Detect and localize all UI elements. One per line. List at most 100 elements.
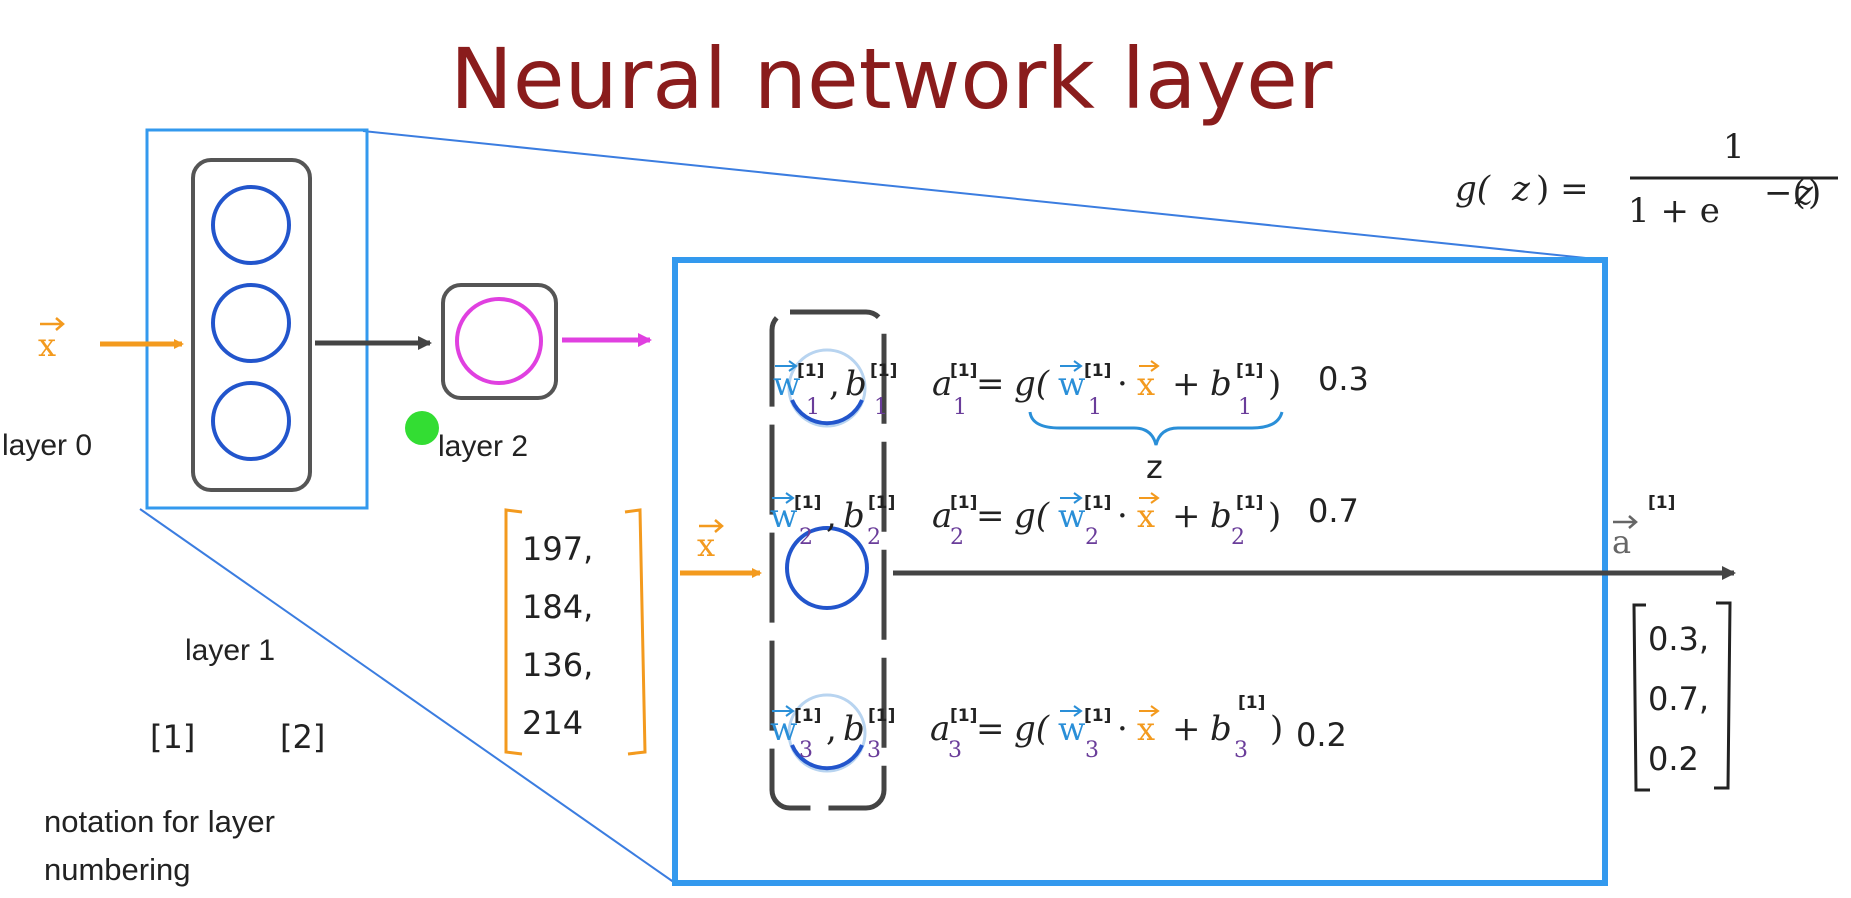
- neuron-1-b-term-subscript: 1: [1238, 395, 1252, 420]
- zoom-connector-top: [362, 130, 1606, 261]
- sigmoid-exponent-suffix: ): [1808, 173, 1821, 213]
- zoom-input-x-label: x: [697, 526, 715, 564]
- neuron-1-w-dot-vector-arrow: [1060, 360, 1083, 372]
- output-vector-right-bracket: [1714, 601, 1732, 790]
- neuron-2-w-dot-subscript: 2: [1085, 525, 1099, 550]
- neuron-1-b-superscript: [1]: [870, 361, 897, 381]
- neuron-2-a-label: a: [932, 496, 952, 536]
- zoomed-neuron-3-arc: [790, 744, 864, 771]
- cursor-dot: [405, 411, 439, 445]
- neuron-1-g-open: g(: [1014, 364, 1050, 404]
- z-brace-label: z: [1146, 448, 1163, 486]
- sigmoid-formula: g( z ) = 1 1 + e −( z ): [1455, 127, 1838, 231]
- input-vector-right-bracket: [624, 508, 647, 756]
- input-vector-value-3: 136,: [522, 646, 593, 684]
- neuron-1-w-superscript: [1]: [797, 361, 824, 381]
- output-a-superscript: [1]: [1648, 493, 1675, 513]
- input-vector: 197, 184, 136, 214: [504, 508, 647, 756]
- neuron-2-dot: ·: [1117, 496, 1128, 536]
- neuron-2-b-subscript: 2: [867, 525, 881, 550]
- neuron-2-w-superscript: [1]: [794, 493, 821, 513]
- layer2-box: [441, 283, 558, 400]
- neuron-3-output: 0.2: [1296, 716, 1347, 754]
- output-a-label: a: [1612, 523, 1631, 561]
- input-x-vector-arrow: [40, 317, 65, 331]
- output-vector-left-bracket: [1632, 603, 1650, 792]
- neuron-1-w-dot-superscript: [1]: [1084, 361, 1111, 381]
- layer1-neuron-3: [211, 381, 291, 461]
- neuron-3-a-label: a: [930, 709, 950, 749]
- notation-note-line1: notation for layer: [44, 804, 275, 839]
- neuron-3-w-dot-subscript: 3: [1085, 738, 1099, 763]
- neuron-2-a-superscript: [1]: [950, 493, 977, 513]
- layer1-neuron-1: [211, 185, 291, 265]
- zoomed-neuron-2: [785, 526, 869, 610]
- neuron-2-x: x: [1137, 497, 1155, 535]
- input-vector-value-4: 214: [522, 704, 583, 742]
- layer2-neuron: [455, 297, 543, 385]
- neuron-3-g-close: ): [1270, 709, 1283, 749]
- neuron-3-plus: +: [1172, 709, 1201, 749]
- output-vector-value-3: 0.2: [1648, 740, 1699, 778]
- zoomed-neuron-1-arc: [790, 399, 864, 426]
- layer1-neuron-2: [211, 283, 291, 363]
- neuron-3-x: x: [1137, 710, 1155, 748]
- neuron-3-b-label: b: [843, 709, 865, 749]
- neuron-3-b-subscript: 3: [867, 738, 881, 763]
- neuron-2-w-dot: w: [1058, 497, 1085, 535]
- neuron-3-equals: =: [976, 709, 1005, 749]
- neuron-2-equals: =: [976, 496, 1005, 536]
- sigmoid-lhs: g(: [1455, 169, 1491, 209]
- neuron-2-g-open: g(: [1014, 496, 1050, 536]
- neuron-3-comma: ,: [826, 709, 837, 749]
- neuron-1-dot: ·: [1117, 364, 1128, 404]
- neuron-3-b-term-superscript: [1]: [1238, 693, 1265, 713]
- neuron-1-plus: +: [1172, 364, 1201, 404]
- neuron-3-g-open: g(: [1014, 709, 1050, 749]
- neuron-1-w-dot-subscript: 1: [1088, 395, 1102, 420]
- neuron-1-a-subscript: 1: [953, 395, 967, 420]
- neuron-1-a-label: a: [932, 364, 952, 404]
- neuron-3-a-superscript: [1]: [950, 706, 977, 726]
- zoomed-neuron-3: [787, 693, 867, 773]
- bracket-1-label: [1]: [150, 718, 195, 756]
- neuron-1-x-vector-arrow: [1139, 360, 1160, 372]
- zoom-connector-bottom: [139, 508, 676, 884]
- layer1-label: layer 1: [185, 634, 275, 667]
- input-vector-value-2: 184,: [522, 588, 593, 626]
- page-title: Neural network layer: [450, 30, 1333, 128]
- input-vector-value-1: 197,: [522, 530, 593, 568]
- zoom-input-x-vector-arrow: [699, 519, 724, 533]
- neuron-3-w-dot-vector-arrow: [1060, 705, 1083, 717]
- neuron-1-x: x: [1137, 365, 1155, 403]
- layer2-label: layer 2: [438, 430, 528, 463]
- neuron-2-g-close: ): [1268, 496, 1281, 536]
- neuron-1-equation: w [1] 1 , b [1] 1 a [1] 1 = g( w [1] 1 ·…: [773, 360, 1369, 420]
- neuron-2-b-label: b: [843, 496, 865, 536]
- sigmoid-z: z: [1511, 169, 1531, 209]
- neuron-2-w-subscript: 2: [799, 525, 813, 550]
- neuron-2-w-vector-arrow: [772, 492, 795, 504]
- neuron-1-output: 0.3: [1318, 360, 1369, 398]
- output-vector-value-2: 0.7,: [1648, 680, 1709, 718]
- neuron-1-a-superscript: [1]: [950, 361, 977, 381]
- neuron-2-w-dot-superscript: [1]: [1084, 493, 1111, 513]
- z-brace: [1028, 411, 1284, 446]
- neuron-2-output: 0.7: [1308, 492, 1359, 530]
- neuron-2-plus: +: [1172, 496, 1201, 536]
- neuron-3-b-superscript: [1]: [868, 706, 895, 726]
- neuron-1-w-dot: w: [1058, 365, 1085, 403]
- neuron-3-a-subscript: 3: [948, 738, 962, 763]
- neuron-3-equation: w [1] 3 , b [1] 3 a [1] 3 = g( w [1] 3 ·…: [770, 693, 1347, 763]
- zoomed-layer-box: [769, 309, 887, 811]
- output-a-vector-arrow: [1613, 515, 1638, 529]
- neuron-3-w-label: w: [770, 710, 797, 748]
- neuron-2-w-dot-vector-arrow: [1060, 492, 1083, 504]
- neuron-3-w-superscript: [1]: [794, 706, 821, 726]
- neuron-2-w-label: w: [770, 497, 797, 535]
- neuron-3-b-term: b: [1210, 709, 1232, 749]
- sigmoid-exponent-prefix: −(: [1764, 173, 1806, 213]
- neuron-3-w-dot: w: [1058, 710, 1085, 748]
- neuron-1-b-term: b: [1210, 364, 1232, 404]
- neuron-1-w-subscript: 1: [806, 395, 820, 420]
